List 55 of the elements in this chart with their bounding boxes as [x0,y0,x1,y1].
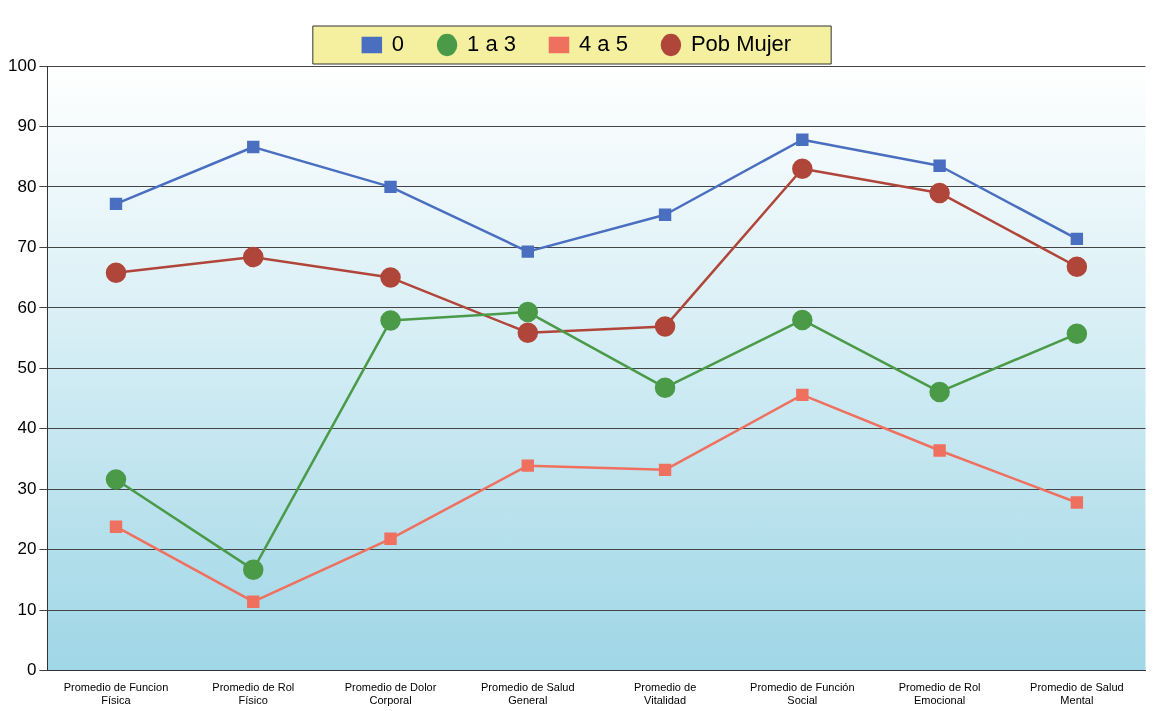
x-tick-label: Promedio de Vitalidad [633,681,697,707]
point [1070,496,1084,509]
point [109,520,123,533]
y-tick-label: 60 [17,297,37,317]
point [517,301,539,323]
point [796,133,809,146]
point [933,159,946,172]
legend-label: 4 a 5 [578,31,628,57]
x-tick-label: Promedio de Funcion Física [63,681,169,707]
y-tick-label: 10 [17,599,37,619]
y-tick-label: 80 [17,176,37,196]
y-tick-label: 100 [7,55,37,75]
point [654,316,676,337]
legend-label: 1 a 3 [467,31,516,57]
point [654,377,676,398]
legend-label: 0 [391,31,405,57]
point [247,140,260,154]
point [243,559,264,580]
point [105,469,127,490]
point [521,459,534,472]
x-tick-label: Promedio de Rol Emocional [898,681,981,707]
point [658,463,672,477]
point [384,532,397,545]
point [109,197,123,211]
point [380,310,401,331]
point [933,444,946,457]
point [1066,323,1088,345]
point [792,158,813,180]
y-tick-label: 20 [17,539,37,559]
point [1066,256,1088,277]
point [792,309,813,331]
point [929,381,950,403]
point [929,182,950,204]
y-tick-label: 40 [17,418,37,438]
point [243,246,264,268]
legend-label: Pob Mujer [690,31,792,57]
x-tick-label: Promedio de Salud General [481,681,575,707]
y-tick-label: 30 [17,478,37,498]
point [517,322,539,343]
y-tick-label: 50 [17,357,37,377]
point [1070,232,1084,246]
x-tick-label: Promedio de Dolor Corporal [344,681,437,707]
point [247,595,260,608]
y-tick-label: 0 [26,660,37,680]
x-tick-label: Promedio de Función Social [750,681,855,707]
point [105,262,127,284]
point [521,245,534,258]
point [658,208,672,221]
y-tick-label: 90 [17,116,37,136]
x-tick-label: Promedio de Salud Mental [1030,681,1124,707]
y-tick-label: 70 [17,237,37,257]
x-tick-label: Promedio de Rol Físico [212,681,295,707]
point [384,180,397,194]
point [380,267,401,288]
point [796,388,809,402]
